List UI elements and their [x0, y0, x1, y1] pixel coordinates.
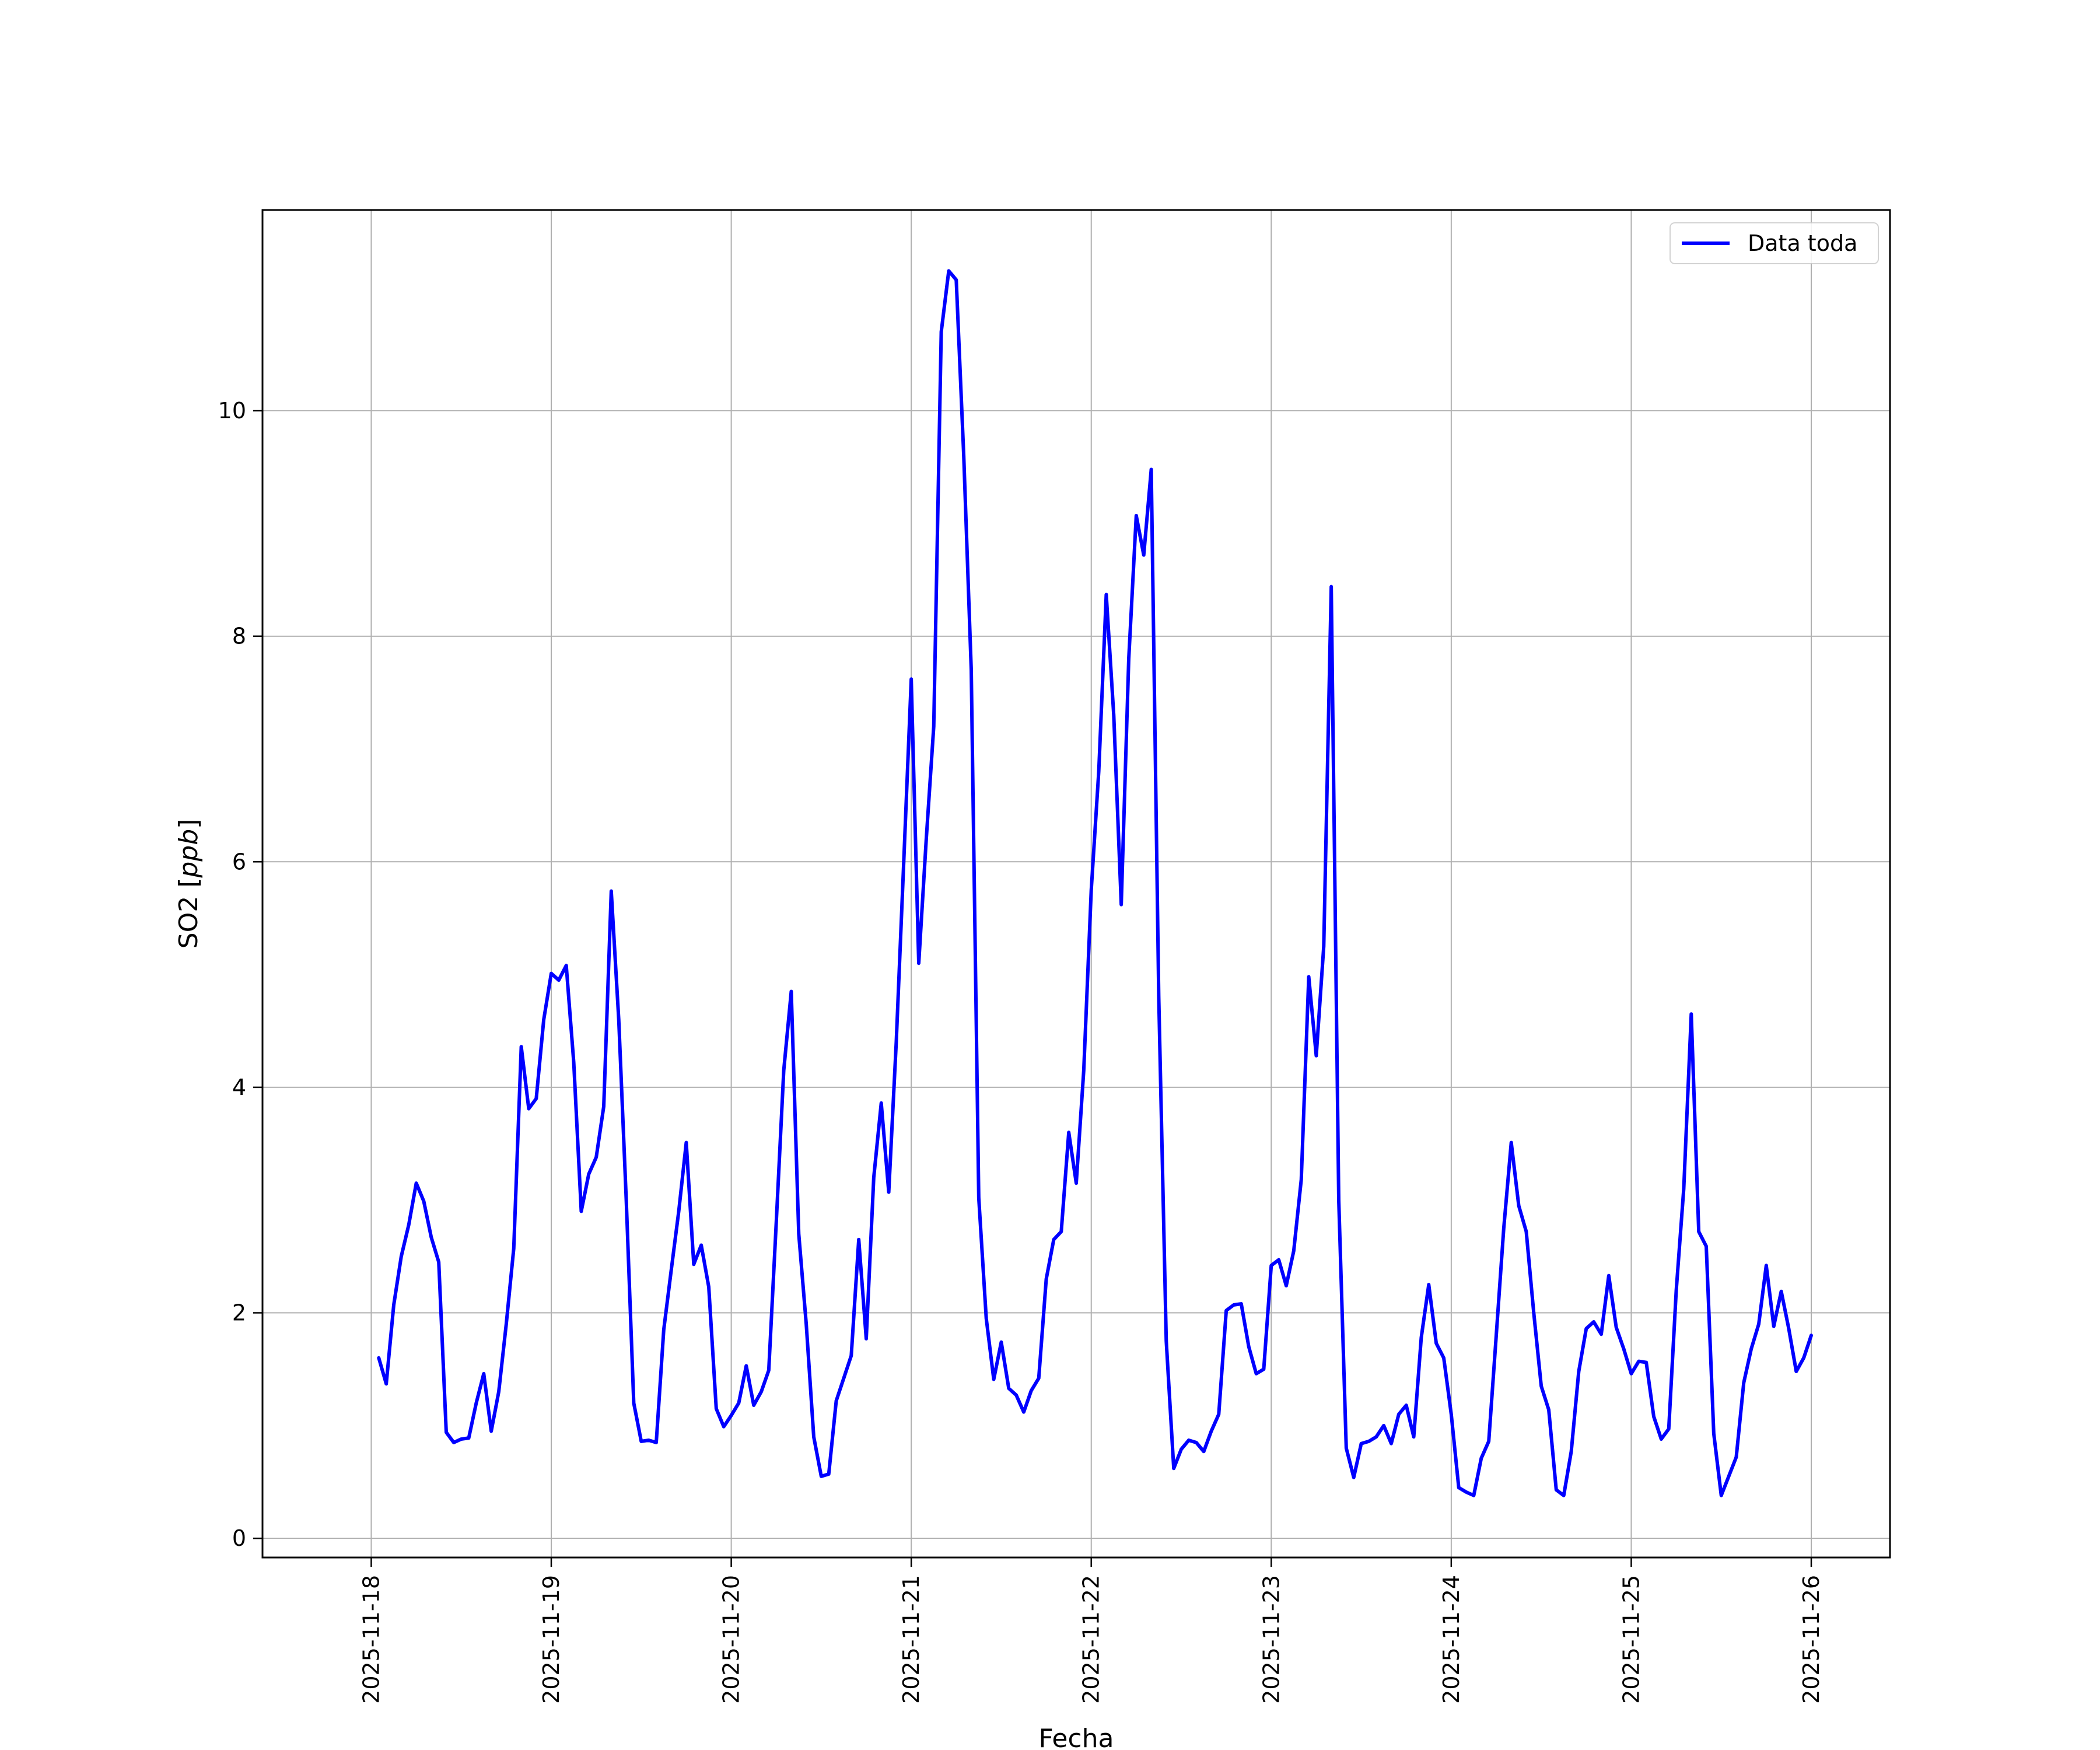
- x-tick-label: 2025-11-23: [1258, 1575, 1284, 1704]
- x-tick-label: 2025-11-20: [719, 1575, 744, 1704]
- legend: Data toda: [1670, 222, 1879, 264]
- x-tick-label: 2025-11-21: [898, 1575, 924, 1704]
- x-tick-labels: 2025-11-18 2025-11-19 2025-11-20 2025-11-21…: [358, 1575, 1824, 1704]
- y-tick-label: 2: [232, 1300, 246, 1326]
- x-tick-label: 2025-11-25: [1618, 1575, 1644, 1704]
- x-axis-title: Fecha: [1038, 1724, 1114, 1750]
- y-tick-labels: 0 2 4 6 8 10: [218, 398, 246, 1551]
- x-tick-label: 2025-11-26: [1798, 1575, 1824, 1704]
- legend-box: [1670, 222, 1879, 264]
- y-axis-title-close: ]: [174, 819, 204, 829]
- legend-label: Data toda: [1748, 230, 1857, 256]
- series-line: [377, 269, 1813, 1497]
- y-axis-title-unit: ppb: [174, 829, 204, 878]
- y-axis-title: SO2 [ppb]: [174, 819, 204, 949]
- x-tick-label: 2025-11-24: [1438, 1575, 1464, 1704]
- series-layer: [377, 269, 1813, 1497]
- y-tick-label: 4: [232, 1074, 246, 1100]
- grid-lines: [262, 210, 1890, 1558]
- x-tick-label: 2025-11-19: [538, 1575, 564, 1704]
- y-tick-label: 8: [232, 624, 246, 649]
- y-tick-label: 6: [232, 849, 246, 874]
- x-tick-label: 2025-11-22: [1079, 1575, 1104, 1704]
- plot-frame: [261, 209, 1891, 1559]
- tick-marks: [253, 410, 1812, 1567]
- x-tick-label: 2025-11-18: [358, 1575, 384, 1704]
- y-axis-title-quantity: SO2 [: [174, 878, 204, 949]
- y-tick-label: 10: [218, 398, 246, 424]
- y-tick-label: 0: [232, 1525, 246, 1551]
